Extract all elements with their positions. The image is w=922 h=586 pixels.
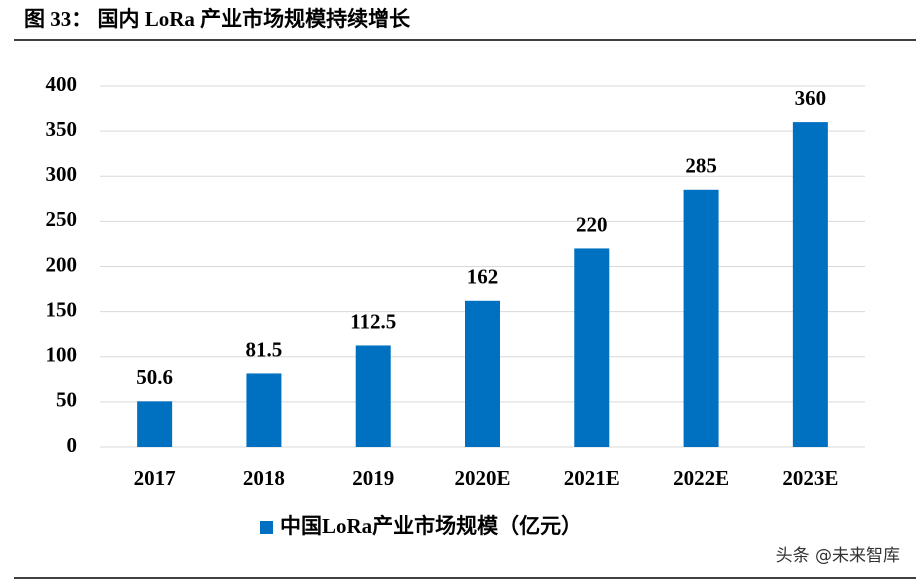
bar xyxy=(792,122,828,447)
bar xyxy=(465,300,500,447)
chart-title: 图 33： 国内 LoRa 产业市场规模持续增长 xyxy=(24,7,411,31)
bar xyxy=(137,401,173,447)
x-tick-label: 2020E xyxy=(454,466,510,490)
value-label: 50.6 xyxy=(136,365,173,389)
value-label: 81.5 xyxy=(246,337,283,361)
bar xyxy=(246,373,282,447)
x-tick-label: 2023E xyxy=(782,466,838,490)
bar xyxy=(574,248,610,447)
legend-swatch xyxy=(260,521,273,534)
bar xyxy=(355,345,391,447)
y-tick-label: 400 xyxy=(46,72,78,96)
x-tick-label: 2019 xyxy=(352,466,394,490)
x-tick-label: 2022E xyxy=(673,466,729,490)
y-tick-label: 350 xyxy=(46,117,78,141)
y-tick-label: 300 xyxy=(46,162,78,186)
y-tick-label: 0 xyxy=(67,433,78,457)
value-label: 112.5 xyxy=(350,309,396,333)
watermark: 头条 @未来智库 xyxy=(776,546,900,566)
y-tick-label: 100 xyxy=(46,343,78,367)
value-label: 285 xyxy=(685,154,717,178)
value-label: 162 xyxy=(467,265,499,289)
legend-label: 中国LoRa产业市场规模（亿元） xyxy=(280,514,582,538)
bar xyxy=(683,189,719,447)
value-label: 360 xyxy=(795,86,827,110)
y-tick-label: 250 xyxy=(46,207,78,231)
x-tick-label: 2018 xyxy=(243,466,285,490)
x-tick-label: 2021E xyxy=(564,466,620,490)
y-tick-label: 50 xyxy=(56,388,77,412)
x-tick-label: 2017 xyxy=(134,466,176,490)
value-label: 220 xyxy=(576,212,608,236)
y-tick-label: 200 xyxy=(46,252,78,276)
y-tick-label: 150 xyxy=(46,297,78,321)
